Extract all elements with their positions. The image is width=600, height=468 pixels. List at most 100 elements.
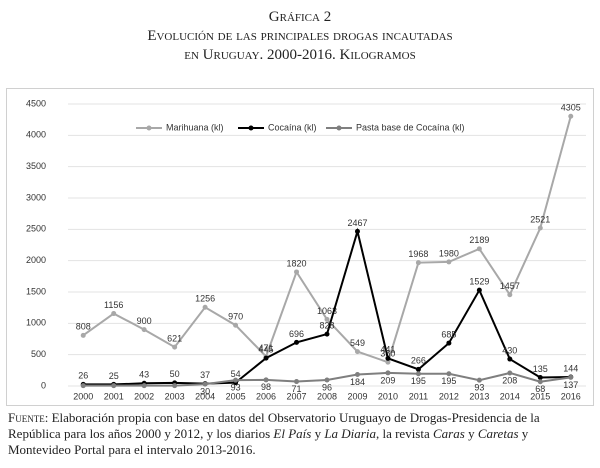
data-label: 4305 — [561, 103, 581, 113]
legend-marker — [336, 125, 342, 131]
data-point — [354, 371, 360, 377]
data-label: 549 — [350, 338, 365, 348]
y-tick-label: 4500 — [26, 98, 46, 108]
data-point — [354, 228, 360, 234]
data-label: 209 — [380, 375, 395, 385]
data-label: 970 — [228, 312, 243, 322]
data-label: 621 — [167, 333, 182, 343]
data-label: 1820 — [287, 258, 307, 268]
x-tick-label: 2014 — [500, 391, 520, 401]
chart-frame — [6, 88, 594, 406]
title-line: Gráfica 2 — [268, 9, 332, 25]
data-point — [476, 287, 482, 293]
y-tick-label: 2500 — [26, 224, 46, 234]
data-point — [202, 381, 208, 387]
data-label: 96 — [322, 382, 332, 392]
chart-title: Gráfica 2 Evolución de las principales dr… — [0, 8, 600, 65]
x-tick-label: 2005 — [226, 391, 246, 401]
data-label: 26 — [78, 371, 88, 381]
data-label: 71 — [292, 384, 302, 394]
data-label: 50 — [170, 369, 180, 379]
data-point — [537, 379, 543, 385]
data-label: 2189 — [469, 235, 489, 245]
data-label: 266 — [411, 356, 426, 366]
legend-label: Marihuana (kl) — [166, 122, 224, 132]
source-note: Fuente: Elaboración propia con base en d… — [8, 410, 594, 458]
data-label: 900 — [137, 316, 152, 326]
data-point — [172, 344, 178, 350]
data-point — [233, 377, 239, 383]
x-tick-label: 2015 — [530, 391, 550, 401]
x-tick-label: 2012 — [439, 391, 459, 401]
data-label: 68 — [535, 384, 545, 394]
data-label: 430 — [502, 345, 517, 355]
y-tick-label: 0 — [41, 380, 46, 390]
data-point — [233, 322, 239, 328]
data-point — [263, 377, 269, 383]
data-point — [537, 375, 543, 381]
x-tick-label: 2009 — [347, 391, 367, 401]
data-point — [80, 332, 86, 338]
note-text: , la revista — [375, 426, 434, 441]
data-label: 808 — [76, 322, 91, 332]
data-point — [324, 316, 330, 322]
note-text: Caras — [433, 426, 465, 441]
data-point — [476, 377, 482, 383]
data-label: 441 — [380, 345, 395, 355]
data-label: 1980 — [439, 248, 459, 258]
data-label: 93 — [474, 383, 484, 393]
data-point — [324, 377, 330, 383]
data-point — [141, 327, 147, 333]
data-label: 135 — [533, 364, 548, 374]
x-tick-label: 2010 — [378, 391, 398, 401]
title-line: en Uruguay. 2000-2016. Kilogramos — [184, 47, 416, 63]
data-label: 2467 — [347, 218, 367, 228]
y-tick-label: 500 — [31, 349, 46, 359]
data-label: 1156 — [104, 300, 123, 310]
y-tick-label: 1000 — [26, 318, 46, 328]
x-tick-label: 2002 — [134, 391, 154, 401]
data-point — [324, 331, 330, 337]
note-text: y — [311, 426, 325, 441]
data-point — [385, 359, 391, 365]
x-tick-label: 2008 — [317, 391, 337, 401]
note-text: y Montevideo Portal para el intervalo 20… — [8, 426, 529, 457]
data-label: 696 — [289, 329, 304, 339]
note-text: Fuente: — [8, 410, 49, 425]
x-tick-label: 2000 — [73, 391, 93, 401]
data-label: 1457 — [500, 281, 520, 291]
data-point — [202, 304, 208, 310]
data-point — [415, 371, 421, 377]
data-point — [354, 349, 360, 355]
data-point — [568, 374, 574, 380]
note-text: La Diaria — [324, 426, 376, 441]
y-tick-label: 3000 — [26, 192, 46, 202]
data-label: 93 — [231, 383, 241, 393]
x-tick-label: 2013 — [469, 391, 489, 401]
data-label: 137 — [563, 380, 578, 390]
chart: 0 500 1000 1500 2000 2500 3000 3500 4000 4500 2000… — [6, 88, 594, 406]
data-label: 380 — [380, 349, 395, 359]
x-tick-label: 2006 — [256, 391, 276, 401]
data-point — [446, 259, 452, 265]
data-label: 1256 — [195, 294, 215, 304]
data-point — [537, 225, 543, 231]
y-tick-label: 4000 — [26, 130, 46, 140]
data-label: 685 — [441, 329, 456, 339]
data-label: 828 — [319, 320, 334, 330]
data-point — [172, 383, 178, 389]
x-tick-label: 2011 — [409, 391, 428, 401]
data-point — [415, 366, 421, 372]
data-label: 208 — [502, 375, 517, 385]
y-tick-label: 3500 — [26, 161, 46, 171]
data-point — [476, 246, 482, 252]
x-tick-label: 2001 — [104, 391, 124, 401]
data-label: 195 — [411, 376, 426, 386]
data-label: 1063 — [317, 306, 337, 316]
data-label: 445 — [259, 344, 274, 354]
data-point — [294, 339, 300, 345]
data-point — [80, 383, 86, 389]
note-text: Caretas — [477, 426, 519, 441]
data-label: 98 — [261, 382, 271, 392]
